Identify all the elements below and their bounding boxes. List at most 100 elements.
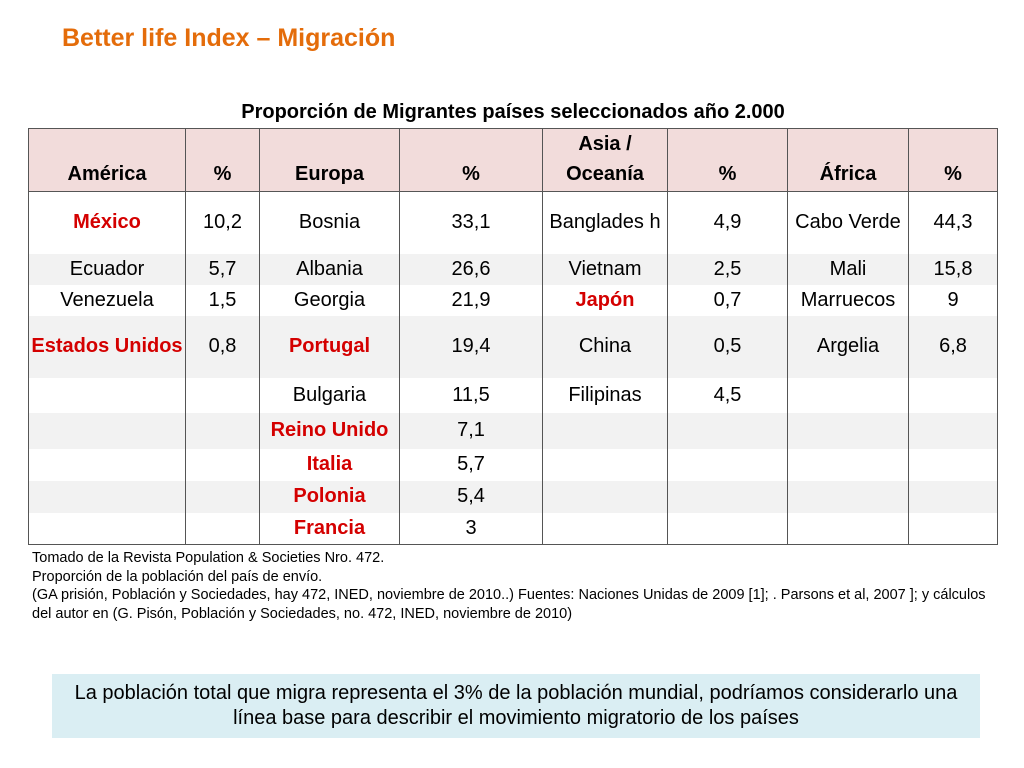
percent-cell bbox=[185, 480, 260, 513]
country-cell: Marruecos bbox=[787, 284, 909, 316]
country-cell: Japón bbox=[542, 284, 668, 316]
percent-cell: 5,4 bbox=[399, 480, 543, 513]
percent-cell bbox=[908, 412, 998, 449]
percent-cell: 19,4 bbox=[399, 315, 543, 378]
percent-cell bbox=[667, 512, 788, 544]
percent-cell: 11,5 bbox=[399, 377, 543, 413]
country-cell: Reino Unido bbox=[259, 412, 400, 449]
percent-cell: 1,5 bbox=[185, 284, 260, 316]
percent-cell bbox=[667, 480, 788, 513]
percent-cell: 21,9 bbox=[399, 284, 543, 316]
header-europa: Europa bbox=[259, 128, 400, 192]
country-cell bbox=[787, 512, 909, 544]
country-cell bbox=[542, 448, 668, 481]
country-cell: Filipinas bbox=[542, 377, 668, 413]
country-cell bbox=[542, 480, 668, 513]
country-cell: México bbox=[28, 191, 186, 254]
table-row: Reino Unido 7,1 bbox=[28, 412, 998, 449]
percent-cell bbox=[908, 512, 998, 544]
percent-cell: 5,7 bbox=[399, 448, 543, 481]
country-cell: Venezuela bbox=[28, 284, 186, 316]
percent-cell: 3 bbox=[399, 512, 543, 544]
percent-cell: 4,9 bbox=[667, 191, 788, 254]
table-row: Polonia 5,4 bbox=[28, 480, 998, 513]
country-cell bbox=[28, 480, 186, 513]
country-cell bbox=[28, 377, 186, 413]
country-cell: Banglades h bbox=[542, 191, 668, 254]
country-cell bbox=[28, 512, 186, 544]
percent-cell: 0,7 bbox=[667, 284, 788, 316]
country-cell: Polonia bbox=[259, 480, 400, 513]
percent-cell bbox=[908, 480, 998, 513]
country-cell: Mali bbox=[787, 253, 909, 285]
percent-cell bbox=[185, 448, 260, 481]
source-note-line: Tomado de la Revista Population & Societ… bbox=[32, 550, 385, 566]
percent-cell bbox=[185, 412, 260, 449]
country-cell bbox=[787, 448, 909, 481]
country-cell: Bulgaria bbox=[259, 377, 400, 413]
country-cell: Francia bbox=[259, 512, 400, 544]
percent-cell: 10,2 bbox=[185, 191, 260, 254]
percent-cell: 5,7 bbox=[185, 253, 260, 285]
country-cell: Argelia bbox=[787, 315, 909, 378]
percent-cell: 15,8 bbox=[908, 253, 998, 285]
summary-text: La población total que migra representa … bbox=[74, 682, 958, 729]
percent-cell: 6,8 bbox=[908, 315, 998, 378]
percent-cell bbox=[667, 448, 788, 481]
percent-cell: 2,5 bbox=[667, 253, 788, 285]
country-cell: Georgia bbox=[259, 284, 400, 316]
header-percent-africa: % bbox=[908, 128, 998, 192]
percent-cell bbox=[185, 512, 260, 544]
percent-cell bbox=[908, 448, 998, 481]
country-cell bbox=[28, 412, 186, 449]
percent-cell bbox=[185, 377, 260, 413]
header-percent-europa: % bbox=[399, 128, 543, 192]
country-cell bbox=[787, 480, 909, 513]
percent-cell: 26,6 bbox=[399, 253, 543, 285]
summary-box: La población total que migra representa … bbox=[52, 674, 980, 738]
percent-cell: 44,3 bbox=[908, 191, 998, 254]
country-cell bbox=[542, 512, 668, 544]
percent-cell bbox=[667, 412, 788, 449]
percent-cell: 0,8 bbox=[185, 315, 260, 378]
country-cell: Portugal bbox=[259, 315, 400, 378]
table-row: Estados Unidos 0,8 Portugal 19,4 China 0,5 Arg… bbox=[28, 315, 998, 378]
percent-cell: 0,5 bbox=[667, 315, 788, 378]
header-percent-america: % bbox=[185, 128, 260, 192]
country-cell: Italia bbox=[259, 448, 400, 481]
header-america: América bbox=[28, 128, 186, 192]
header-percent-asia: % bbox=[667, 128, 788, 192]
percent-cell: 4,5 bbox=[667, 377, 788, 413]
header-asia-oceania: Asia / Oceanía bbox=[542, 128, 668, 192]
slide-title: Better life Index – Migración bbox=[62, 24, 396, 52]
table-row: Francia 3 bbox=[28, 512, 998, 544]
percent-cell: 9 bbox=[908, 284, 998, 316]
source-note-line: Proporción de la población del país de e… bbox=[32, 568, 323, 585]
country-cell bbox=[542, 412, 668, 449]
country-cell: Cabo Verde bbox=[787, 191, 909, 254]
country-cell: Ecuador bbox=[28, 253, 186, 285]
table-caption: Proporción de Migrantes países seleccion… bbox=[241, 101, 785, 123]
table-body: México 10,2 Bosnia 33,1 Banglades h 4,9 Cabo V… bbox=[28, 191, 998, 544]
country-cell: China bbox=[542, 315, 668, 378]
source-note-line: (GA prisión, Población y Sociedades, hay… bbox=[32, 587, 986, 622]
percent-cell: 7,1 bbox=[399, 412, 543, 449]
country-cell: Vietnam bbox=[542, 253, 668, 285]
percent-cell bbox=[908, 377, 998, 413]
table-header-row: América % Europa % Asia / Oceanía % Áfri… bbox=[28, 128, 998, 192]
table-row: Bulgaria 11,5 Filipinas 4,5 bbox=[28, 377, 998, 413]
header-africa: África bbox=[787, 128, 909, 192]
country-cell bbox=[787, 412, 909, 449]
country-cell: Bosnia bbox=[259, 191, 400, 254]
table-row: México 10,2 Bosnia 33,1 Banglades h 4,9 Cabo V… bbox=[28, 191, 998, 254]
percent-cell: 33,1 bbox=[399, 191, 543, 254]
table-row: Ecuador 5,7 Albania 26,6 Vietnam 2,5 Mali 15,8 bbox=[28, 253, 998, 285]
migration-table: América % Europa % Asia / Oceanía % Áfri… bbox=[28, 128, 998, 545]
country-cell: Estados Unidos bbox=[28, 315, 186, 378]
country-cell bbox=[787, 377, 909, 413]
country-cell: Albania bbox=[259, 253, 400, 285]
source-note: Tomado de la Revista Population & Societ… bbox=[32, 549, 1002, 623]
table-row: Venezuela 1,5 Georgia 21,9 Japón 0,7 Marruecos… bbox=[28, 284, 998, 316]
table-row: Italia 5,7 bbox=[28, 448, 998, 481]
country-cell bbox=[28, 448, 186, 481]
